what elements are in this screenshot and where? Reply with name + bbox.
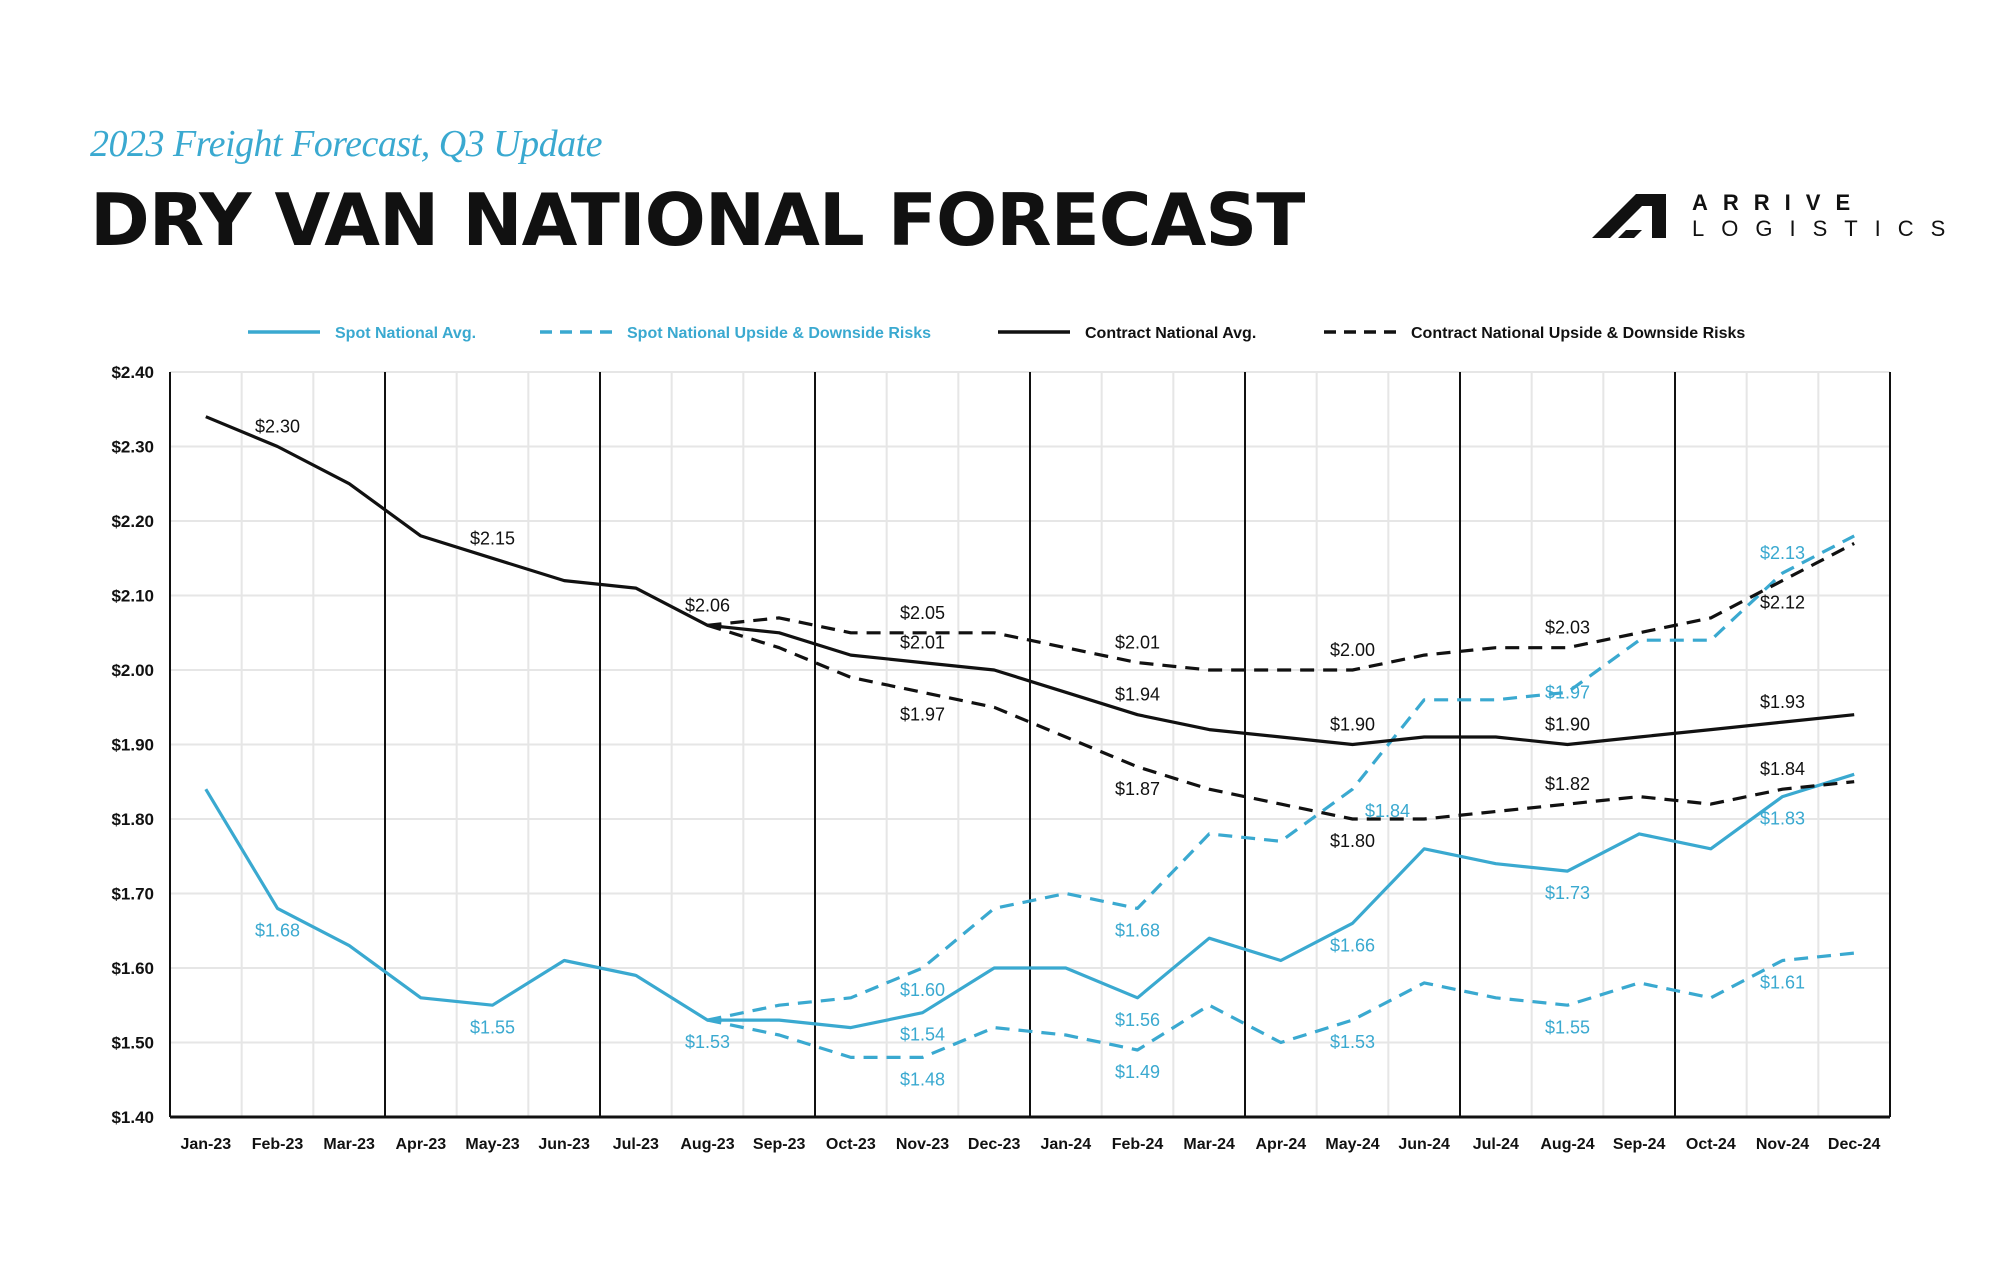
data-label: $2.13	[1760, 543, 1805, 563]
x-tick-label: May-24	[1325, 1136, 1379, 1153]
y-tick-label: $2.00	[111, 661, 154, 680]
data-label: $1.68	[1115, 920, 1160, 940]
x-tick-label: Aug-24	[1540, 1136, 1594, 1153]
data-label: $2.01	[900, 633, 945, 653]
data-label: $1.55	[1545, 1017, 1590, 1037]
data-label: $1.49	[1115, 1062, 1160, 1082]
data-label: $1.60	[900, 980, 945, 1000]
data-label: $2.03	[1545, 618, 1590, 638]
data-label: $2.15	[470, 528, 515, 548]
data-label: $1.97	[1545, 682, 1590, 702]
data-label: $1.56	[1115, 1010, 1160, 1030]
y-tick-label: $2.20	[111, 512, 154, 531]
data-label: $1.93	[1760, 692, 1805, 712]
data-label: $1.73	[1545, 883, 1590, 903]
data-label: $2.01	[1115, 633, 1160, 653]
series-line-contract-national-upside-downside-risks	[707, 541, 1855, 672]
data-label: $1.80	[1330, 831, 1375, 851]
logo-text-logistics: LOGISTICS	[1692, 216, 1963, 241]
x-tick-label: Sep-24	[1613, 1136, 1666, 1153]
x-tick-label: Jan-24	[1040, 1136, 1091, 1153]
data-label: $1.53	[685, 1032, 730, 1052]
data-label: $1.90	[1545, 715, 1590, 735]
x-tick-label: Sep-23	[753, 1136, 806, 1153]
x-tick-label: Oct-23	[826, 1136, 876, 1153]
data-label: $1.83	[1760, 809, 1805, 829]
data-label: $2.30	[255, 417, 300, 437]
data-label: $1.53	[1330, 1032, 1375, 1052]
x-tick-label: Jun-24	[1398, 1136, 1450, 1153]
data-label: $2.00	[1330, 640, 1375, 660]
chart-title: DRY VAN NATIONAL FORECAST	[90, 178, 1305, 262]
data-label: $1.82	[1545, 774, 1590, 794]
x-tick-label: Mar-23	[323, 1136, 375, 1153]
series-line-spot-national-upside-downside-risks	[707, 534, 1855, 1022]
x-tick-label: Jun-23	[538, 1136, 590, 1153]
legend-label: Spot National Upside & Downside Risks	[627, 325, 931, 342]
x-tick-label: Feb-24	[1112, 1136, 1164, 1153]
arrive-logistics-logo: ARRIVE LOGISTICS	[1592, 192, 1962, 240]
y-tick-label: $1.70	[111, 885, 154, 904]
y-tick-label: $1.50	[111, 1034, 154, 1053]
y-tick-label: $1.60	[111, 959, 154, 978]
legend-label: Contract National Upside & Downside Risk…	[1411, 325, 1745, 342]
data-label: $1.94	[1115, 685, 1160, 705]
series-line-spot-national-downside	[707, 951, 1855, 1060]
x-tick-label: Dec-24	[1828, 1136, 1881, 1153]
y-tick-label: $2.30	[111, 438, 154, 457]
x-tick-label: Mar-24	[1183, 1136, 1235, 1153]
y-tick-label: $2.40	[111, 363, 154, 382]
data-label: $1.84	[1760, 759, 1805, 779]
y-tick-label: $1.90	[111, 736, 154, 755]
data-label: $2.05	[900, 603, 945, 623]
chart-subtitle: 2023 Freight Forecast, Q3 Update	[90, 123, 603, 165]
data-label: $1.68	[255, 920, 300, 940]
legend-label: Contract National Avg.	[1085, 325, 1256, 342]
data-label: $1.48	[900, 1069, 945, 1089]
data-label: $2.06	[685, 595, 730, 615]
data-label: $1.87	[1115, 779, 1160, 799]
x-tick-label: Apr-24	[1255, 1136, 1306, 1153]
data-label: $1.54	[900, 1025, 945, 1045]
x-tick-label: Oct-24	[1686, 1136, 1736, 1153]
data-label: $1.55	[470, 1017, 515, 1037]
x-tick-label: Jul-23	[613, 1136, 659, 1153]
x-tick-label: Jan-23	[180, 1136, 231, 1153]
x-tick-label: Nov-24	[1756, 1136, 1809, 1153]
data-label: $1.90	[1330, 715, 1375, 735]
legend-label: Spot National Avg.	[335, 325, 476, 342]
x-tick-label: Jul-24	[1473, 1136, 1519, 1153]
y-tick-label: $2.10	[111, 587, 154, 606]
x-tick-label: May-23	[465, 1136, 519, 1153]
series-line-contract-national-avg	[205, 415, 1855, 747]
data-label: $1.97	[900, 704, 945, 724]
data-label: $1.66	[1330, 935, 1375, 955]
series-line-spot-national-avg	[204, 772, 1855, 1030]
x-tick-label: Feb-23	[252, 1136, 304, 1153]
y-tick-label: $1.40	[111, 1108, 154, 1127]
x-tick-label: Apr-23	[395, 1136, 446, 1153]
data-label: $2.12	[1760, 593, 1805, 613]
series-line-contract-national-downside	[707, 623, 1855, 821]
data-label: $1.84	[1365, 801, 1410, 821]
x-tick-label: Dec-23	[968, 1136, 1021, 1153]
x-tick-label: Nov-23	[896, 1136, 949, 1153]
x-tick-label: Aug-23	[680, 1136, 734, 1153]
y-tick-label: $1.80	[111, 810, 154, 829]
data-label: $1.61	[1760, 973, 1805, 993]
logo-text-arrive: ARRIVE	[1692, 190, 1866, 215]
logo-mark-icon	[1592, 194, 1666, 238]
